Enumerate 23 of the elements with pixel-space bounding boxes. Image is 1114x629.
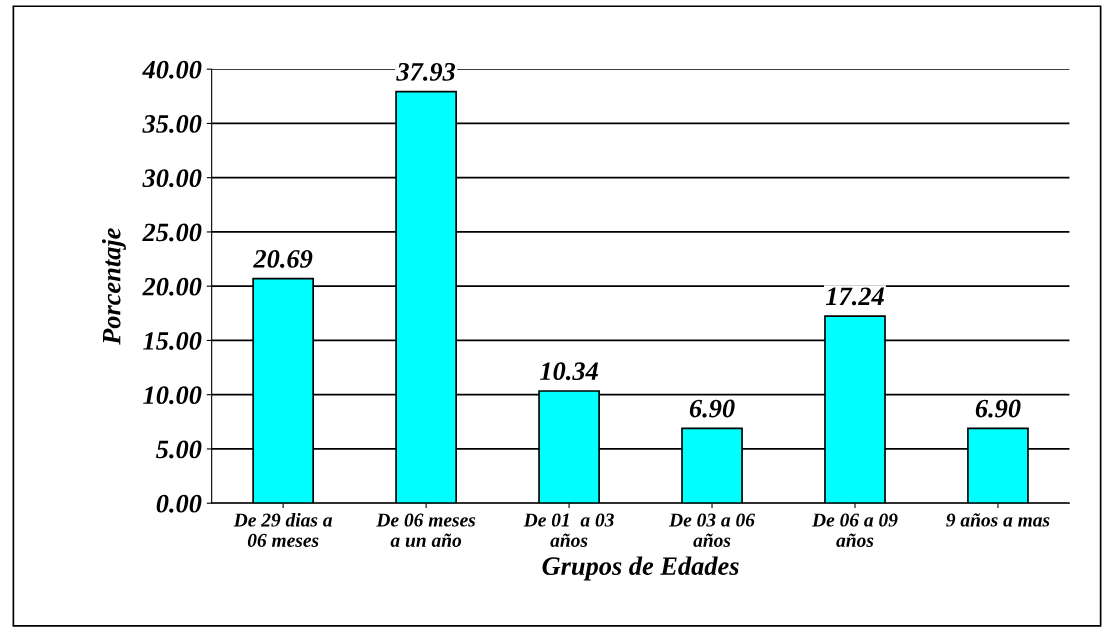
y-tick-label: 5.00 bbox=[156, 440, 202, 459]
data-label: 6.90 bbox=[975, 399, 1021, 418]
x-tick-label: De 06 a 09 años bbox=[811, 513, 898, 547]
data-label: 6.90 bbox=[689, 399, 735, 418]
data-label: 20.69 bbox=[253, 249, 313, 268]
y-tick-label: 30.00 bbox=[142, 169, 202, 188]
y-axis-title: Porcentaje bbox=[101, 228, 126, 345]
x-axis-title: Grupos de Edades bbox=[542, 556, 739, 581]
data-label: 10.34 bbox=[540, 362, 598, 381]
y-tick-label: 25.00 bbox=[142, 223, 202, 242]
x-tick-label: 9 años a mas bbox=[946, 513, 1050, 527]
y-tick-label: 15.00 bbox=[143, 332, 202, 350]
y-tick-label: 10.00 bbox=[143, 386, 202, 405]
x-tick-label: De 03 a 06 años bbox=[668, 513, 755, 547]
x-tick-label: De 29 dias a 06 meses bbox=[233, 512, 333, 547]
y-tick-label: 20.00 bbox=[142, 277, 202, 296]
x-tick-label: De 06 meses a un año bbox=[376, 513, 476, 547]
y-tick-label: 40.00 bbox=[142, 60, 202, 79]
y-tick-label: 35.00 bbox=[142, 115, 202, 133]
data-label: 37.93 bbox=[396, 63, 456, 81]
data-label: 17.24 bbox=[825, 287, 884, 306]
x-tick-label: De 01 a 03 años bbox=[523, 513, 614, 547]
y-tick-label: 0.00 bbox=[156, 494, 202, 513]
